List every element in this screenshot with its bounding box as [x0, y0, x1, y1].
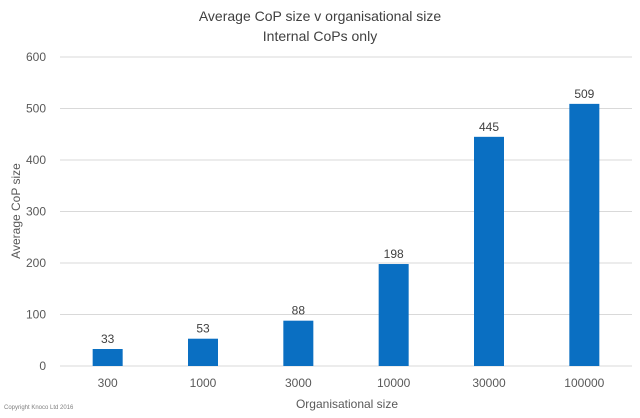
- bar: [474, 136, 504, 366]
- data-label: 198: [384, 247, 404, 261]
- x-axis-ticks: 300 1000 3000 10000 30000 100000: [98, 376, 605, 390]
- data-label: 53: [196, 322, 210, 336]
- data-label: 445: [479, 120, 499, 134]
- bar: [569, 103, 600, 367]
- chart-title: Average CoP size v organisational size: [199, 8, 442, 24]
- x-tick-label: 300: [98, 376, 118, 390]
- copyright-notice: Copyright Knoco Ltd 2016: [4, 405, 74, 411]
- bar: [92, 349, 123, 366]
- gridlines: [60, 56, 632, 367]
- y-tick-label: 500: [26, 102, 46, 116]
- y-tick-label: 300: [26, 205, 46, 219]
- x-tick-label: 10000: [377, 376, 411, 390]
- x-tick-label: 3000: [285, 376, 312, 390]
- data-labels: 33 53 88 198 445 509: [101, 87, 595, 346]
- y-axis-title: Average CoP size: [9, 163, 23, 259]
- bar: [188, 338, 218, 366]
- y-tick-label: 600: [26, 50, 46, 64]
- bar: [378, 264, 409, 366]
- bars: [92, 103, 600, 367]
- chart-subtitle: Internal CoPs only: [263, 28, 377, 44]
- y-tick-label: 400: [26, 153, 46, 167]
- y-tick-label: 200: [26, 256, 46, 270]
- x-tick-label: 100000: [564, 376, 604, 390]
- data-label: 88: [292, 304, 306, 318]
- y-tick-label: 0: [39, 359, 46, 373]
- data-label: 33: [101, 332, 115, 346]
- y-axis-ticks: 0 100 200 300 400 500 600: [26, 50, 46, 373]
- bar: [283, 320, 314, 366]
- x-axis-title: Organisational size: [296, 397, 398, 411]
- x-tick-label: 30000: [472, 376, 506, 390]
- x-tick-label: 1000: [190, 376, 217, 390]
- y-tick-label: 100: [26, 308, 46, 322]
- data-label: 509: [574, 87, 594, 101]
